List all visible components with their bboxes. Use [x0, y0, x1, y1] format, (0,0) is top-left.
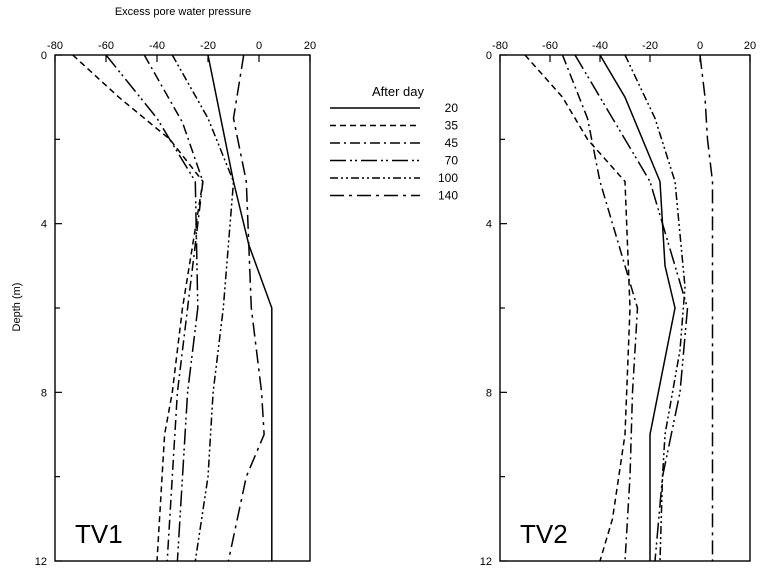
- legend-label-70: 70: [445, 154, 459, 168]
- y-axis-title: Depth (m): [11, 283, 23, 332]
- y-tick-label: 4: [486, 219, 492, 231]
- x-tick-label: -60: [542, 40, 558, 52]
- series-line-45: [143, 54, 204, 562]
- legend-label-20: 20: [445, 101, 459, 115]
- x-tick-label: 0: [697, 40, 703, 52]
- x-axis-title: Excess pore water pressure: [115, 6, 251, 18]
- y-tick-label: 12: [35, 556, 47, 568]
- legend-label-100: 100: [438, 171, 458, 185]
- panel-label: TV1: [75, 519, 123, 549]
- series-line-100: [171, 54, 235, 562]
- series-line-140: [227, 54, 265, 562]
- y-tick-label: 0: [41, 50, 47, 62]
- x-tick-label: 0: [256, 40, 262, 52]
- series-line-20: [599, 54, 676, 561]
- series-line-45: [561, 54, 639, 562]
- panels-layer: -80 -60 -40 -20 0 20 0 4 8 12 TV1 -80 -60 -40 -20 0 20 0 4…: [35, 40, 756, 568]
- legend-label-35: 35: [445, 119, 459, 133]
- x-tick-label: 20: [304, 40, 316, 52]
- legend: After day 20 35 45 70 100 140: [330, 84, 458, 203]
- x-tick-label: -80: [492, 40, 508, 52]
- series-line-100: [624, 54, 686, 562]
- legend-label-45: 45: [445, 136, 459, 150]
- x-tick-label: -20: [642, 40, 658, 52]
- series-line-140: [699, 54, 714, 561]
- x-tick-label: -60: [98, 40, 114, 52]
- x-tick-label: -40: [149, 40, 165, 52]
- y-tick-label: 8: [41, 387, 47, 399]
- panel-label: TV2: [520, 519, 568, 549]
- x-tick-label: -20: [200, 40, 216, 52]
- y-tick-label: 8: [486, 387, 492, 399]
- series-line-70: [574, 54, 689, 562]
- series-line-35: [524, 54, 631, 562]
- series-line-35: [72, 54, 204, 562]
- x-tick-label: -80: [47, 40, 63, 52]
- y-tick-label: 12: [480, 556, 492, 568]
- legend-label-140: 140: [438, 189, 458, 203]
- y-tick-label: 0: [486, 50, 492, 62]
- y-tick-label: 4: [41, 219, 47, 231]
- series-line-70: [105, 54, 199, 562]
- panel-tv1: -80 -60 -40 -20 0 20 0 4 8 12 TV1: [35, 40, 316, 568]
- x-tick-label: -40: [592, 40, 608, 52]
- legend-title: After day: [372, 84, 425, 99]
- series-line-20: [207, 54, 273, 561]
- x-tick-label: 20: [744, 40, 756, 52]
- panel-tv2: -80 -60 -40 -20 0 20 0 4 8 12 TV2: [480, 40, 756, 568]
